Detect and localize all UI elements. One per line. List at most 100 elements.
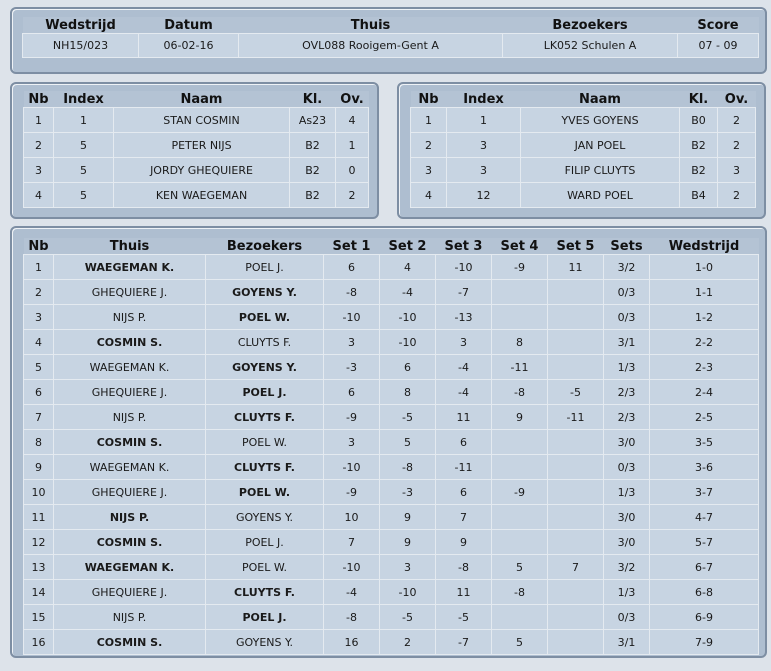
match-date: 06-02-16 (138, 33, 239, 58)
player-index: 3 (446, 157, 521, 183)
home-team: OVL088 Rooigem-Gent A (238, 33, 503, 58)
game-nb: 13 (23, 554, 54, 580)
set-1-score: -3 (323, 354, 380, 380)
home-player: COSMIN S. (53, 529, 206, 555)
running-score: 2-3 (649, 354, 759, 380)
player-nb: 3 (410, 157, 447, 183)
set-4-score (491, 279, 548, 305)
set-5-score (547, 529, 604, 555)
match-score: 07 - 09 (677, 33, 759, 58)
away-player: POEL W. (205, 479, 324, 505)
game-nb: 9 (23, 454, 54, 480)
set-1-score: 10 (323, 504, 380, 530)
game-row: 6 GHEQUIERE J. POEL J. 6 8 -4 -8 -5 2/3 2-4 (23, 379, 759, 405)
header-wedstrijd: Wedstrijd (649, 238, 759, 255)
sets-result: 3/1 (603, 629, 650, 655)
game-nb: 5 (23, 354, 54, 380)
game-row: 10 GHEQUIERE J. POEL W. -9 -3 6 -9 1/3 3-7 (23, 479, 759, 505)
sets-result: 2/3 (603, 404, 650, 430)
header-bezoekers: Bezoekers (205, 238, 324, 255)
set-5-score (547, 479, 604, 505)
home-player: COSMIN S. (53, 329, 206, 355)
players-header-row: Nb Index Naam Kl. Ov. (23, 91, 369, 108)
game-nb: 6 (23, 379, 54, 405)
set-2-score: 2 (379, 629, 436, 655)
sets-result: 2/3 (603, 379, 650, 405)
home-player: GHEQUIERE J. (53, 579, 206, 605)
game-row: 7 NIJS P. CLUYTS F. -9 -5 11 9 -11 2/3 2-5 (23, 404, 759, 430)
set-3-score: 11 (435, 404, 492, 430)
running-score: 1-1 (649, 279, 759, 305)
player-row: 3 5 JORDY GHEQUIERE B2 0 (23, 157, 369, 183)
sets-result: 3/2 (603, 554, 650, 580)
game-nb: 2 (23, 279, 54, 305)
set-1-score: 16 (323, 629, 380, 655)
player-name: FILIP CLUYTS (520, 157, 680, 183)
player-name: PETER NIJS (113, 132, 290, 158)
game-nb: 1 (23, 254, 54, 280)
away-player: GOYENS Y. (205, 504, 324, 530)
header-nb: Nb (410, 91, 447, 108)
set-4-score (491, 529, 548, 555)
game-nb: 3 (23, 304, 54, 330)
header-naam: Naam (113, 91, 290, 108)
home-player: NIJS P. (53, 304, 206, 330)
set-4-score: 8 (491, 329, 548, 355)
set-5-score: 11 (547, 254, 604, 280)
set-1-score: -10 (323, 554, 380, 580)
summary-header-row: Wedstrijd Datum Thuis Bezoekers Score (22, 17, 759, 34)
set-4-score: -11 (491, 354, 548, 380)
player-index: 12 (446, 182, 521, 208)
set-2-score: -10 (379, 304, 436, 330)
game-row: 5 WAEGEMAN K. GOYENS Y. -3 6 -4 -11 1/3 2-3 (23, 354, 759, 380)
games-header-row: Nb Thuis Bezoekers Set 1 Set 2 Set 3 Set… (23, 238, 759, 255)
game-row: 3 NIJS P. POEL W. -10 -10 -13 0/3 1-2 (23, 304, 759, 330)
set-2-score: 9 (379, 529, 436, 555)
running-score: 5-7 (649, 529, 759, 555)
player-wins: 1 (335, 132, 369, 158)
player-klassement: B2 (289, 182, 336, 208)
player-index: 5 (53, 157, 114, 183)
player-name: YVES GOYENS (520, 107, 680, 133)
summary-value-row: NH15/023 06-02-16 OVL088 Rooigem-Gent A … (22, 33, 759, 58)
header-thuis: Thuis (53, 238, 206, 255)
game-nb: 14 (23, 579, 54, 605)
away-player: POEL W. (205, 304, 324, 330)
set-3-score: -8 (435, 554, 492, 580)
set-4-score (491, 454, 548, 480)
away-team: LK052 Schulen A (502, 33, 678, 58)
set-3-score: 9 (435, 529, 492, 555)
game-nb: 15 (23, 604, 54, 630)
player-wins: 2 (717, 182, 756, 208)
set-1-score: -9 (323, 479, 380, 505)
set-5-score (547, 279, 604, 305)
set-1-score: -10 (323, 304, 380, 330)
home-players-panel: Nb Index Naam Kl. Ov. 1 1 STAN COSMIN As23 4… (10, 82, 379, 219)
set-2-score: 5 (379, 429, 436, 455)
game-row: 14 GHEQUIERE J. CLUYTS F. -4 -10 11 -8 1/3 6-8 (23, 579, 759, 605)
set-5-score: 7 (547, 554, 604, 580)
sets-result: 3/0 (603, 504, 650, 530)
header-index: Index (446, 91, 521, 108)
player-klassement: B2 (289, 157, 336, 183)
home-player: NIJS P. (53, 504, 206, 530)
set-2-score: -3 (379, 479, 436, 505)
set-1-score: -4 (323, 579, 380, 605)
player-index: 1 (53, 107, 114, 133)
set-1-score: 6 (323, 254, 380, 280)
home-players-table: Nb Index Naam Kl. Ov. 1 1 STAN COSMIN As23 4… (23, 91, 369, 208)
header-wedstrijd: Wedstrijd (22, 17, 139, 34)
sets-result: 0/3 (603, 279, 650, 305)
game-nb: 10 (23, 479, 54, 505)
game-row: 2 GHEQUIERE J. GOYENS Y. -8 -4 -7 0/3 1-1 (23, 279, 759, 305)
header-nb: Nb (23, 238, 54, 255)
away-player: GOYENS Y. (205, 279, 324, 305)
away-player: POEL J. (205, 604, 324, 630)
match-id: NH15/023 (22, 33, 139, 58)
game-row: 16 COSMIN S. GOYENS Y. 16 2 -7 5 3/1 7-9 (23, 629, 759, 655)
set-3-score: 6 (435, 479, 492, 505)
running-score: 4-7 (649, 504, 759, 530)
sets-result: 0/3 (603, 604, 650, 630)
set-3-score: -5 (435, 604, 492, 630)
player-klassement: B0 (679, 107, 718, 133)
